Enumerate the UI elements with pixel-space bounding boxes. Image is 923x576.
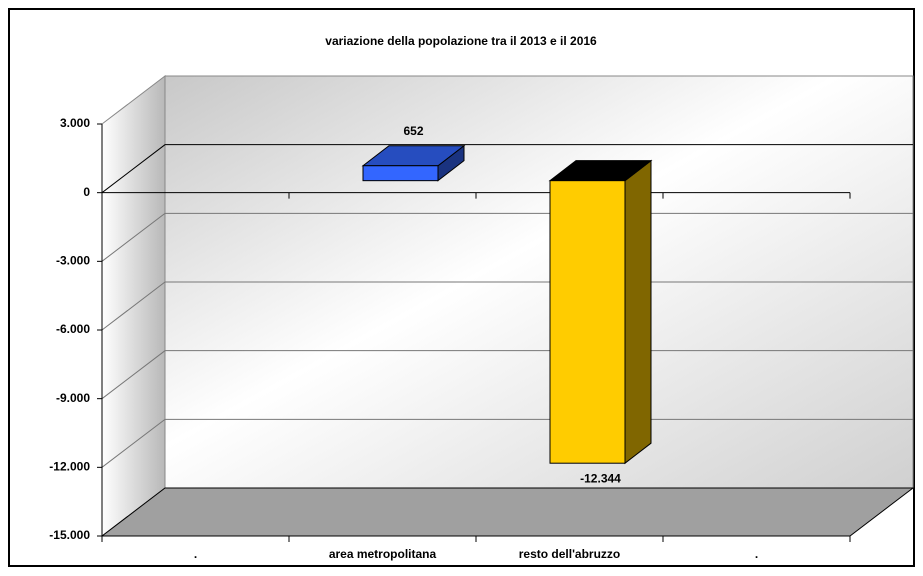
y-tick-label: -3.000 — [56, 254, 90, 268]
grid-line — [101, 350, 913, 400]
y-tick-label: -15.000 — [49, 528, 90, 542]
x-tick-label: area metropolitana — [329, 547, 437, 561]
y-tick-label: 3.000 — [60, 116, 90, 130]
grid-line — [101, 212, 913, 262]
bar — [362, 165, 439, 182]
x-tick-label: . — [755, 547, 758, 561]
value-label: 652 — [403, 124, 423, 138]
grid-line — [101, 418, 913, 468]
floor — [100, 487, 915, 537]
grid-line — [101, 144, 913, 194]
y-tick-label: 0 — [83, 185, 90, 199]
y-tick-label: -12.000 — [49, 460, 90, 474]
bar-side — [624, 159, 652, 465]
x-tick-label: . — [194, 547, 197, 561]
chart-title: variazione della popolazione tra il 2013… — [325, 34, 597, 48]
y-tick-label: -6.000 — [56, 322, 90, 336]
x-tick-label: resto dell'abruzzo — [519, 547, 621, 561]
bar — [549, 180, 626, 464]
y-tick-label: -9.000 — [56, 391, 90, 405]
value-label: -12.344 — [580, 471, 621, 485]
grid-line — [101, 281, 913, 331]
